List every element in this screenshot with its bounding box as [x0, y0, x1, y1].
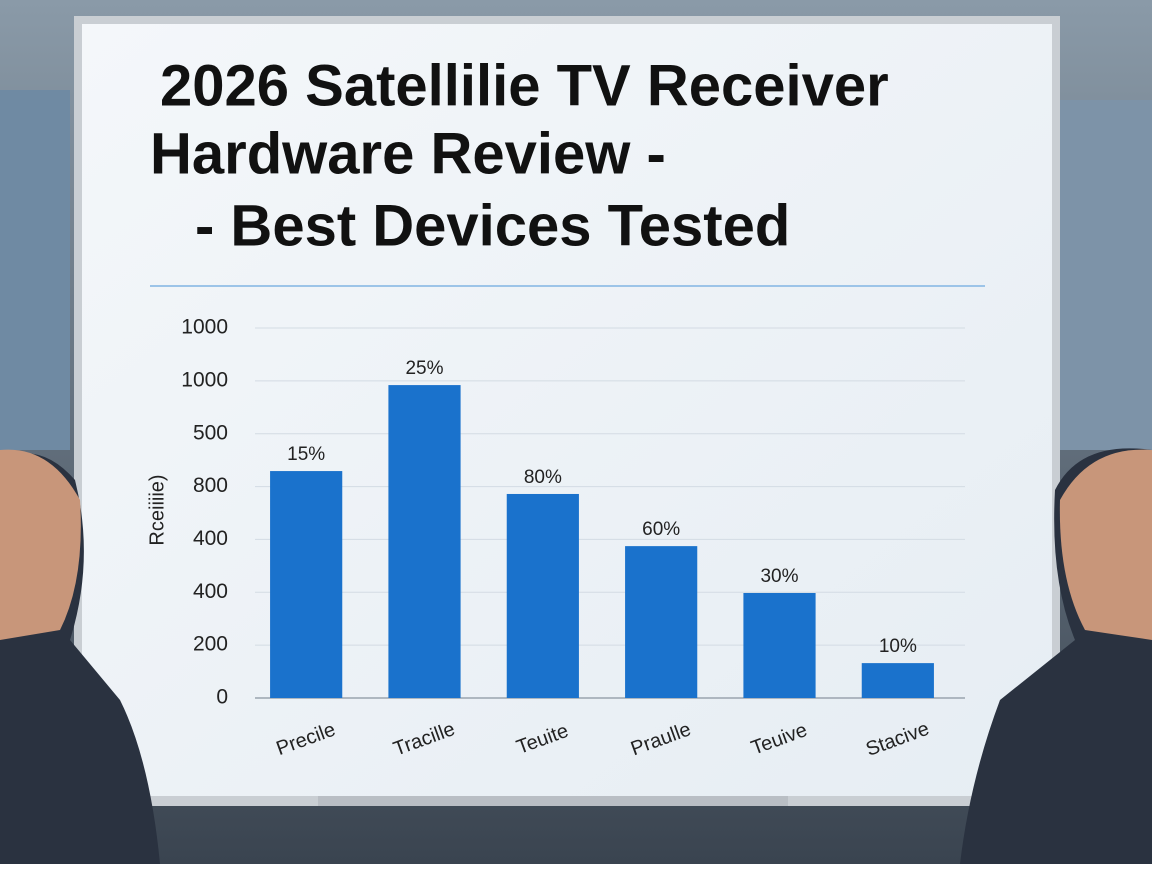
window-right	[1060, 100, 1152, 450]
chart-title: Hardware Review -	[150, 121, 666, 186]
y-axis-label: Rceiiiie)	[146, 474, 168, 545]
bar-label: 10%	[879, 636, 917, 657]
bar-label: 80%	[524, 467, 562, 488]
y-tick-label: 0	[216, 686, 228, 709]
y-tick-label: 400	[193, 527, 228, 550]
y-tick-label: 800	[193, 474, 228, 497]
person-right-head	[1059, 449, 1152, 640]
person-left-head	[0, 449, 81, 640]
y-tick-label: 400	[193, 580, 228, 603]
y-tick-label: 1000	[181, 316, 228, 339]
bar-label: 30%	[760, 566, 798, 587]
bar	[743, 592, 816, 698]
y-tick-label: 200	[193, 633, 228, 656]
window-left	[0, 90, 70, 450]
chart-title: - Best Devices Tested	[195, 193, 790, 258]
y-tick-label: 500	[193, 421, 228, 444]
bar-label: 60%	[642, 519, 680, 540]
chart-title: 2026 Satellilie TV Receiver	[160, 53, 889, 118]
bar	[861, 663, 934, 698]
y-tick-label: 1000	[181, 368, 228, 391]
bar	[388, 385, 461, 698]
bar	[270, 471, 343, 698]
bar	[506, 493, 579, 698]
bar	[625, 546, 698, 698]
bar-label: 25%	[405, 358, 443, 379]
bar-label: 15%	[287, 444, 325, 465]
marker-tray	[318, 796, 788, 806]
